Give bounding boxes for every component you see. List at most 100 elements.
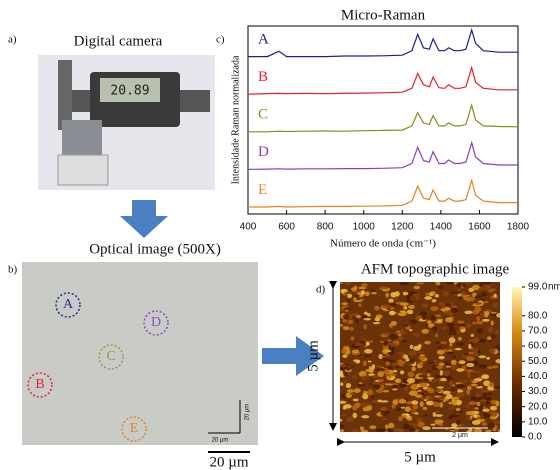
grain	[382, 304, 391, 308]
grain	[417, 422, 424, 428]
grain	[356, 319, 359, 323]
grain	[366, 342, 370, 345]
grain	[427, 373, 430, 376]
grain	[352, 349, 359, 353]
grain	[487, 366, 494, 369]
grain	[451, 397, 459, 400]
grain	[481, 389, 484, 393]
grain	[484, 301, 489, 303]
grain	[353, 398, 359, 401]
grain	[437, 365, 443, 369]
grain	[458, 337, 462, 341]
grain	[378, 379, 384, 382]
grain	[466, 356, 474, 361]
grain	[372, 382, 380, 385]
grain	[430, 306, 438, 311]
grain	[406, 300, 414, 302]
grain	[418, 356, 425, 360]
grain	[343, 314, 349, 319]
grain	[490, 406, 497, 411]
grain	[434, 321, 443, 323]
grain	[451, 364, 458, 370]
grain	[344, 309, 349, 312]
grain	[343, 346, 350, 348]
grain	[368, 373, 375, 376]
grain	[457, 288, 460, 291]
grain	[482, 319, 490, 322]
grain	[456, 408, 461, 411]
grain	[351, 288, 356, 291]
x-tick-label: 1800	[507, 222, 530, 233]
grain	[365, 369, 373, 372]
grain	[367, 313, 371, 316]
grain	[388, 423, 394, 429]
chart-title: Micro-Raman	[341, 7, 426, 23]
grain	[393, 428, 400, 432]
grain	[368, 341, 373, 343]
grain	[424, 296, 432, 300]
colorbar-tick-label: 20.0	[528, 401, 548, 412]
grain	[391, 321, 397, 326]
grain	[474, 415, 478, 418]
grain	[410, 409, 417, 413]
grain	[354, 388, 361, 393]
grain	[433, 412, 436, 417]
grain	[341, 302, 348, 305]
grain	[435, 294, 439, 298]
grain	[408, 305, 415, 309]
grain	[486, 357, 490, 360]
grain	[456, 368, 464, 371]
grain	[485, 430, 492, 432]
grain	[495, 401, 499, 407]
grain	[406, 295, 410, 301]
grain	[411, 359, 415, 364]
grain	[358, 303, 361, 307]
grain	[438, 286, 444, 289]
grain	[352, 405, 358, 411]
panel-label: d)	[316, 284, 326, 296]
grain	[491, 312, 497, 314]
grain	[471, 334, 475, 337]
grain	[481, 292, 487, 296]
grain	[451, 360, 457, 365]
colorbar-tick-label: 60.0	[528, 341, 548, 352]
grain	[409, 390, 418, 396]
grain	[359, 382, 363, 384]
grain	[498, 429, 502, 433]
grain	[438, 356, 444, 360]
series-label: B	[258, 69, 268, 85]
grain	[469, 401, 477, 405]
caliper-photo	[38, 55, 215, 190]
spot-label: D	[151, 315, 161, 330]
grain	[364, 318, 371, 321]
grain	[369, 366, 372, 369]
grain	[401, 415, 407, 418]
grain	[431, 316, 436, 320]
grain	[380, 407, 387, 410]
grain	[460, 281, 469, 283]
grain	[371, 292, 377, 294]
grain	[495, 359, 504, 363]
grain	[479, 339, 487, 343]
grain	[436, 412, 440, 414]
grain	[440, 342, 447, 344]
panel-label: b)	[8, 264, 18, 276]
grain	[416, 282, 424, 284]
colorbar-tick-label: 50.0	[528, 356, 548, 367]
grain	[448, 351, 454, 354]
grain	[457, 320, 465, 323]
grain	[419, 382, 427, 387]
grain	[475, 302, 482, 305]
grain	[410, 345, 413, 349]
grain	[361, 290, 365, 294]
grain	[415, 294, 419, 298]
colorbar-unit: nm	[548, 282, 560, 293]
spot-label: E	[130, 421, 139, 436]
grain	[341, 349, 347, 353]
grain	[381, 286, 389, 289]
grain	[395, 379, 402, 383]
grain	[421, 329, 429, 334]
grain	[412, 367, 416, 372]
grain	[360, 426, 364, 430]
grain	[438, 346, 442, 348]
